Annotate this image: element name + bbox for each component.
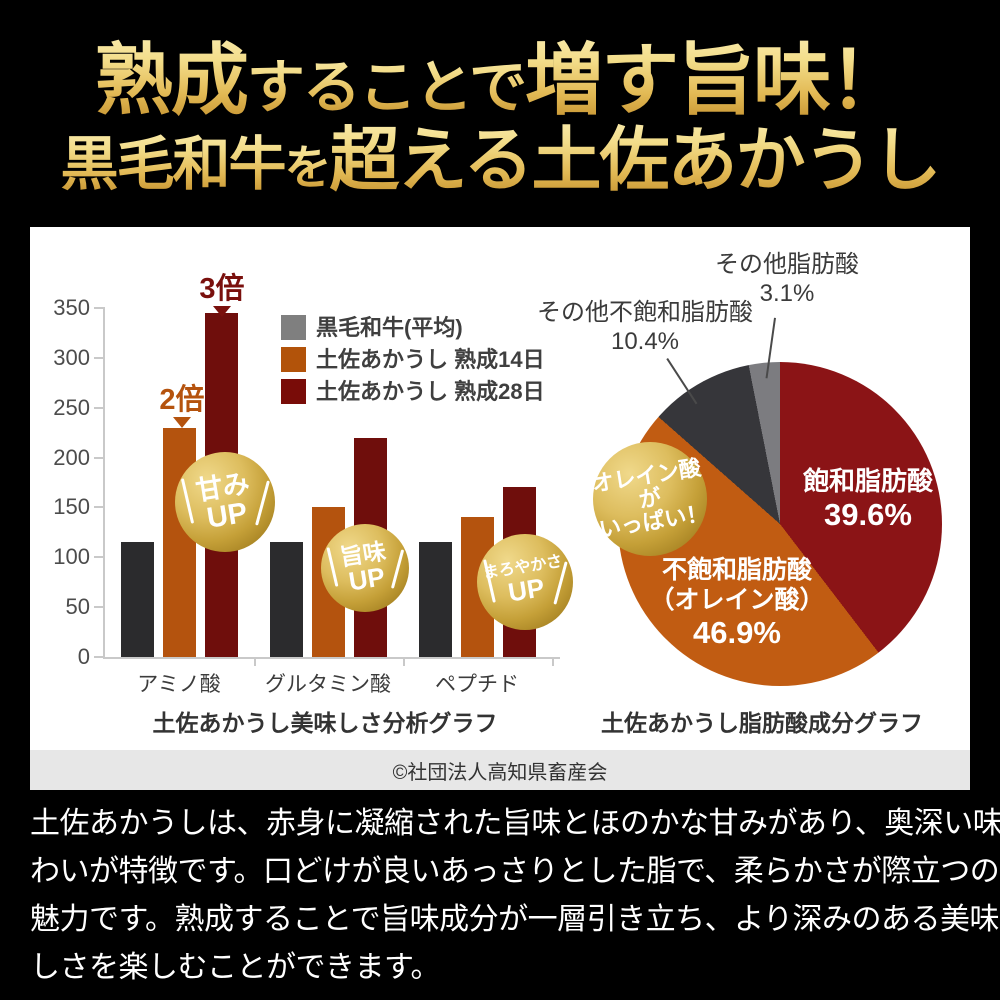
y-axis-tick-label: 350 — [53, 295, 90, 320]
bar-chart-title: 土佐あかうし美味しさ分析グラフ — [152, 710, 498, 736]
slash-icon — [391, 548, 405, 589]
y-axis-tick — [94, 556, 103, 559]
pie-slice-label: その他脂肪酸 — [715, 251, 859, 278]
legend-swatch — [281, 379, 306, 404]
badge-text-line: UP — [204, 496, 250, 535]
x-axis-tick — [403, 658, 405, 666]
slash-icon — [326, 547, 339, 588]
y-axis-tick — [94, 656, 103, 658]
annotation-3x: 3倍 — [182, 274, 262, 317]
legend-label: 黒毛和牛(平均) — [316, 315, 463, 340]
down-arrow-icon — [213, 306, 231, 317]
headline-line2: 黒毛和牛 を 超える土佐あかうし — [0, 104, 1000, 205]
badge-mellowness-up: まろやかさ UP — [477, 534, 573, 630]
footer-text: 土佐あかうしは、赤身に凝縮された旨味とほのかな甘みがあり、奥深い味 わいが特徴で… — [2, 800, 1000, 992]
down-arrow-icon — [173, 417, 191, 428]
bar-グルタミン酸-黒毛和牛(平均) — [270, 542, 303, 657]
legend-item: 土佐あかうし 熟成14日 — [281, 347, 545, 372]
bar-plot: 0 50 100 150 200 250 300 350 アミノ酸 グルタミン酸 ペプチド — [30, 227, 970, 790]
pie-chart-title: 土佐あかうし脂肪酸成分グラフ — [601, 710, 923, 736]
pie-slice-value: 3.1% — [759, 280, 815, 307]
y-axis-tick — [94, 307, 103, 309]
footer-line: しさを楽しむことができます。 — [30, 951, 440, 984]
bar-legend: 黒毛和牛(平均) 土佐あかうし 熟成14日 土佐あかうし 熟成28日 — [281, 315, 545, 404]
footer: 土佐あかうしは、赤身に凝縮された旨味とほのかな甘みがあり、奥深い味 わいが特徴で… — [0, 790, 1000, 1000]
pie-slice-value: 46.9% — [693, 615, 781, 650]
y-axis-tick-label: 0 — [77, 644, 90, 669]
y-axis-tick-label: 100 — [53, 544, 90, 570]
y-axis-line — [103, 307, 105, 659]
bar-アミノ酸-黒毛和牛(平均) — [121, 542, 154, 657]
x-axis-tick — [254, 658, 256, 666]
x-axis-line — [103, 657, 560, 659]
pie-chart: 飽和脂肪酸 39.6% 不飽和脂肪酸 （オレイン酸） 46.9% その他不飽和脂… — [30, 227, 970, 790]
pie-slice-value: 39.6% — [824, 497, 912, 532]
y-axis-tick — [94, 356, 103, 359]
badge-text-line: UP — [346, 561, 387, 597]
legend-label: 土佐あかうし 熟成14日 — [316, 347, 545, 372]
badge-text: 旨味 UP — [338, 538, 391, 597]
y-axis-tick — [94, 506, 103, 509]
x-axis-tick — [552, 658, 554, 666]
x-axis-label-グルタミン酸: グルタミン酸 — [265, 673, 391, 696]
annotation-2x-text: 2倍 — [159, 384, 205, 416]
footer-line: わいが特徴です。口どけが良いあっさりとした脂で、柔らかさが際立つのも — [30, 855, 1000, 888]
bar-chart: 0 50 100 150 200 250 300 350 アミノ酸 グルタミン酸 ペプチド 黒毛和牛… — [30, 227, 970, 790]
slash-icon — [255, 480, 270, 526]
pie-label-other-unsaturated-fat: その他不飽和脂肪酸 10.4% — [535, 298, 755, 356]
y-axis-tick — [94, 606, 103, 609]
badge-text: 甘み UP — [194, 468, 257, 536]
pie-slice-label: 不飽和脂肪酸 — [661, 556, 812, 584]
legend-swatch — [281, 315, 306, 340]
y-axis-tick-label: 250 — [53, 394, 90, 420]
headline-text: 熟成 — [95, 18, 249, 130]
pie-slice-label: 飽和脂肪酸 — [802, 466, 933, 496]
legend-swatch — [281, 347, 306, 372]
footer-line: 魅力です。熟成することで旨味成分が一層引き立ち、より深みのある美味 — [30, 903, 999, 936]
y-axis-tick — [94, 406, 103, 409]
headline-text: 増す旨味！ — [525, 18, 907, 130]
pie-label-unsaturated-fat: 不飽和脂肪酸 （オレイン酸） 46.9% — [642, 555, 832, 651]
footer-line: 土佐あかうしは、赤身に凝縮された旨味とほのかな甘みがあり、奥深い味 — [30, 807, 1000, 840]
headline-text: を — [285, 129, 332, 198]
headline-text: 黒毛和牛 — [61, 117, 287, 201]
x-axis-label-ペプチド: ペプチド — [435, 673, 519, 696]
pie-slice-label: その他不飽和脂肪酸 — [537, 299, 753, 326]
y-axis-tick-label: 200 — [53, 444, 90, 470]
copyright-text: ©社団法人高知県畜産会 — [392, 761, 608, 784]
bar-ペプチド-黒毛和牛(平均) — [419, 542, 452, 657]
badge-text: オレイン酸が いっぱい！ — [588, 455, 711, 543]
pie-label-saturated-fat: 飽和脂肪酸 39.6% — [788, 465, 948, 533]
headline-line1: 熟成 することで 増す旨味！ — [0, 18, 1000, 130]
annotation-3x-text: 3倍 — [199, 273, 245, 305]
badge-sweetness-up: 甘み UP — [175, 452, 275, 552]
copyright-strip: ©社団法人高知県畜産会 — [30, 750, 970, 790]
charts-panel: 0 50 100 150 200 250 300 350 アミノ酸 グルタミン酸 ペプチド 黒毛和牛… — [30, 227, 970, 790]
badge-umami-up: 旨味 UP — [321, 524, 409, 612]
annotation-2x: 2倍 — [142, 385, 222, 428]
y-axis-tick — [94, 456, 103, 459]
badge-oleic-acid: オレイン酸が いっぱい！ — [590, 442, 710, 556]
legend-item: 黒毛和牛(平均) — [281, 315, 545, 340]
headline-text: することで — [247, 40, 527, 124]
y-axis-tick-label: 50 — [65, 594, 90, 620]
y-axis-tick-label: 300 — [53, 344, 90, 370]
headline-text: 超える土佐あかうし — [330, 104, 942, 205]
y-axis-tick-label: 150 — [53, 494, 90, 520]
legend-label: 土佐あかうし 熟成28日 — [316, 379, 545, 404]
slash-icon — [180, 478, 195, 524]
pie-slice-value: 10.4% — [610, 328, 680, 355]
legend-item: 土佐あかうし 熟成28日 — [281, 379, 545, 404]
pie-slice-label: （オレイン酸） — [649, 586, 825, 614]
x-axis-label-アミノ酸: アミノ酸 — [137, 673, 221, 696]
pie-label-other-fat: その他脂肪酸 3.1% — [702, 250, 872, 308]
header: 熟成 することで 増す旨味！ 黒毛和牛 を 超える土佐あかうし — [0, 0, 1000, 227]
